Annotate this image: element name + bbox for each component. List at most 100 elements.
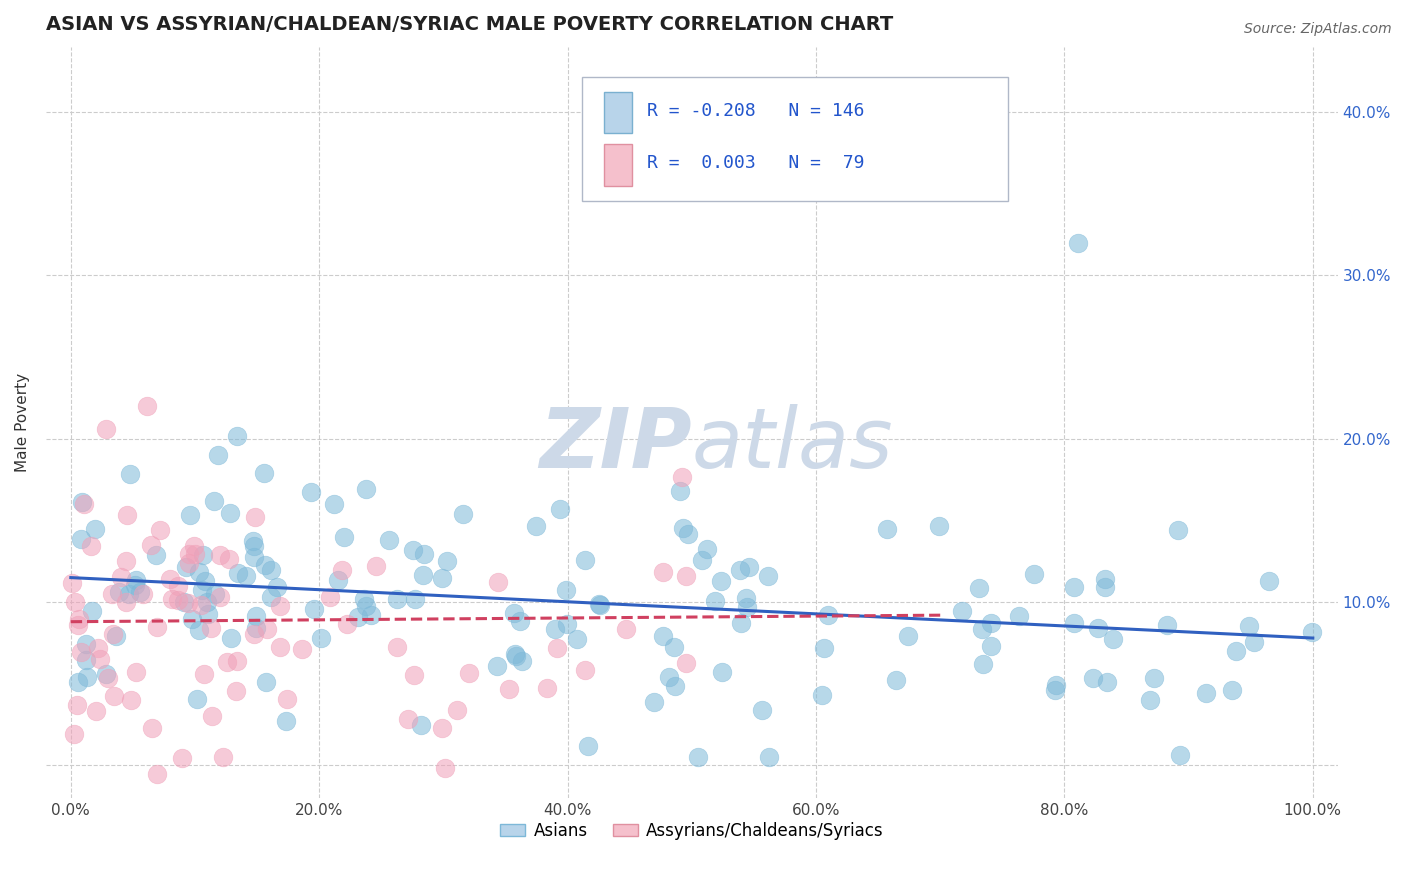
Point [188, 623, 211, 637]
Point [1087, 622, 1109, 636]
Point [430, 570, 453, 584]
Point [208, 549, 231, 563]
Point [66, 617, 89, 632]
Point [242, 549, 264, 564]
Point [245, 510, 267, 524]
Point [242, 534, 264, 549]
Point [675, 569, 697, 583]
Point [110, 569, 132, 583]
Point [409, 718, 432, 732]
Point [125, 573, 148, 587]
Point [432, 721, 454, 735]
Point [565, 632, 588, 647]
Point [290, 642, 312, 657]
Point [87, 640, 110, 655]
Point [1225, 644, 1247, 658]
Point [876, 522, 898, 536]
Point [145, 548, 167, 562]
Point [658, 670, 681, 684]
Point [60, 575, 83, 590]
Point [735, 591, 758, 606]
Text: R = -0.208   N = 146: R = -0.208 N = 146 [647, 102, 865, 120]
Point [62, 727, 84, 741]
Point [1301, 624, 1323, 639]
Point [115, 554, 138, 568]
Point [226, 654, 249, 668]
Point [672, 520, 695, 534]
Point [1237, 619, 1260, 633]
Point [70, 645, 93, 659]
Point [509, 614, 531, 628]
Point [972, 657, 994, 672]
Point [1067, 235, 1090, 250]
Point [217, 655, 239, 669]
Point [353, 592, 375, 607]
Point [696, 542, 718, 557]
Point [336, 617, 359, 632]
Point [675, 656, 697, 670]
Point [167, 593, 190, 607]
Point [813, 640, 835, 655]
Point [76, 670, 98, 684]
Point [588, 597, 610, 611]
Point [218, 552, 240, 566]
Point [453, 507, 475, 521]
Point [89, 652, 111, 666]
Point [191, 549, 214, 563]
Point [159, 572, 181, 586]
Point [253, 558, 276, 572]
Point [396, 713, 419, 727]
Bar [605, 92, 633, 133]
Point [94, 422, 117, 436]
Point [256, 675, 278, 690]
Point [555, 617, 578, 632]
Point [330, 563, 353, 577]
Point [1139, 693, 1161, 707]
Point [1045, 678, 1067, 692]
Point [200, 621, 222, 635]
Point [135, 399, 157, 413]
Point [505, 649, 527, 664]
Point [256, 622, 278, 636]
Point [928, 519, 950, 533]
Point [323, 498, 346, 512]
Point [184, 547, 207, 561]
Point [972, 622, 994, 636]
Point [225, 683, 247, 698]
Point [75, 636, 97, 650]
Point [190, 583, 212, 598]
Point [664, 679, 686, 693]
Point [614, 623, 637, 637]
Point [208, 590, 231, 604]
Point [554, 583, 576, 598]
Point [124, 578, 146, 592]
Point [354, 482, 377, 496]
Point [177, 547, 200, 561]
Point [260, 590, 283, 604]
Point [84, 704, 107, 718]
Point [128, 585, 150, 599]
Point [149, 523, 172, 537]
Point [1063, 580, 1085, 594]
Point [245, 621, 267, 635]
Point [299, 484, 322, 499]
Point [269, 599, 291, 613]
Point [811, 688, 834, 702]
Point [266, 580, 288, 594]
Point [186, 691, 208, 706]
Point [212, 750, 235, 764]
Point [219, 506, 242, 520]
Point [756, 569, 779, 583]
Point [669, 483, 692, 498]
Point [118, 587, 141, 601]
Point [174, 559, 197, 574]
Point [546, 640, 568, 655]
Point [253, 466, 276, 480]
Point [181, 612, 204, 626]
Point [69, 533, 91, 547]
Point [385, 640, 408, 655]
Point [578, 739, 600, 753]
Y-axis label: Male Poverty: Male Poverty [15, 373, 30, 472]
Point [651, 629, 673, 643]
Point [172, 751, 194, 765]
